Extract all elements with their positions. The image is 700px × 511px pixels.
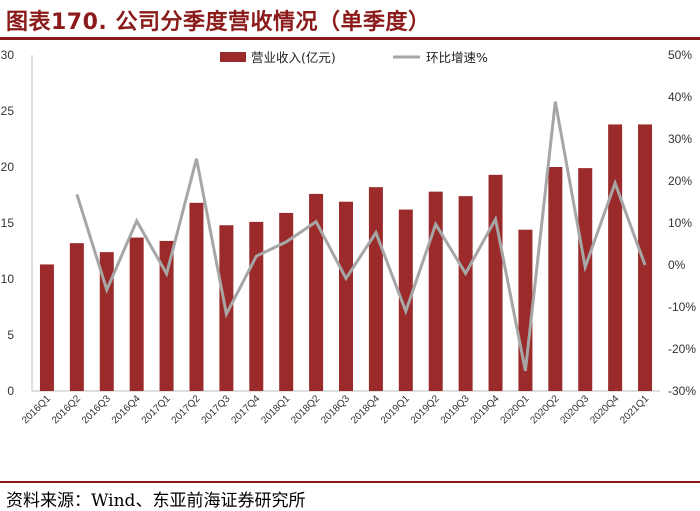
chart: 0 5 10 15 20 25 30 -30% -20% -10% 0% 10% 20% 30% 40% 50… [1, 48, 697, 426]
bar [129, 237, 144, 391]
left-tick-label: 0 [7, 384, 14, 398]
x-tick-label: 2019Q4 [469, 393, 502, 426]
title-bar: 图表170. 公司分季度营收情况（单季度） [0, 0, 700, 40]
bar [39, 264, 54, 391]
left-tick-label: 5 [7, 328, 14, 342]
right-tick-label: -20% [668, 342, 696, 356]
bar [398, 209, 413, 391]
x-tick-label: 2017Q3 [200, 393, 233, 426]
bar [99, 252, 114, 391]
x-tick-label: 2019Q2 [409, 393, 442, 426]
bar [458, 196, 473, 391]
bar [309, 193, 324, 391]
x-tick-label: 2020Q1 [499, 393, 532, 426]
right-tick-label: -30% [668, 384, 696, 398]
bar [368, 187, 383, 391]
bar [159, 240, 174, 391]
plot-area: 0 5 10 15 20 25 30 -30% -20% -10% 0% 10% 20% 30% 40% 50… [1, 48, 697, 426]
x-tick-label: 2017Q4 [229, 393, 262, 426]
x-tick-label: 2019Q1 [379, 393, 412, 426]
x-tick-label: 2017Q2 [170, 393, 203, 426]
right-tick-label: 30% [668, 132, 692, 146]
chart-title: 图表170. 公司分季度营收情况（单季度） [6, 10, 431, 35]
bar [279, 212, 294, 391]
x-tick-label: 2016Q1 [20, 393, 53, 426]
x-tick-label: 2021Q1 [618, 393, 651, 426]
left-tick-label: 10 [1, 272, 15, 286]
right-tick-label: 20% [668, 174, 692, 188]
bar [249, 221, 264, 391]
x-tick-label: 2018Q3 [319, 393, 352, 426]
x-tick-label: 2019Q3 [439, 393, 472, 426]
x-tick-label: 2020Q4 [588, 393, 621, 426]
left-tick-label: 25 [1, 104, 15, 118]
bar [339, 201, 353, 391]
bar [548, 167, 563, 391]
source-bar: 资料来源：Wind、东亚前海证券研究所 [0, 481, 700, 511]
legend-bar-label: 营业收入(亿元) [251, 50, 336, 65]
x-tick-label: 2020Q3 [558, 393, 591, 426]
left-tick-label: 15 [1, 216, 15, 230]
bar [578, 168, 593, 391]
x-tick-label: 2018Q2 [289, 393, 322, 426]
x-tick-label: 2018Q4 [349, 393, 382, 426]
right-tick-label: 10% [668, 216, 692, 230]
right-tick-label: 40% [668, 90, 692, 104]
bar [638, 124, 653, 391]
bar [428, 191, 443, 391]
right-tick-label: 50% [668, 48, 692, 62]
bar [69, 243, 84, 391]
x-tick-label: 2020Q2 [529, 393, 562, 426]
legend-bar-swatch [220, 52, 246, 62]
x-tick-label: 2018Q1 [259, 393, 292, 426]
x-tick-label: 2017Q1 [140, 393, 173, 426]
growth-line [75, 101, 647, 372]
x-tick-label: 2016Q4 [110, 393, 143, 426]
x-tick-label: 2016Q2 [50, 393, 83, 426]
right-tick-label: 0% [668, 258, 686, 272]
bar [488, 174, 503, 391]
source-note: 资料来源：Wind、东亚前海证券研究所 [6, 491, 306, 511]
right-tick-label: -10% [668, 300, 696, 314]
x-tick-label: 2016Q3 [80, 393, 113, 426]
left-tick-label: 20 [1, 160, 15, 174]
bar [189, 202, 204, 391]
bar [608, 124, 623, 391]
left-tick-label: 30 [1, 48, 15, 62]
legend-line-label: 环比增速% [426, 50, 488, 65]
